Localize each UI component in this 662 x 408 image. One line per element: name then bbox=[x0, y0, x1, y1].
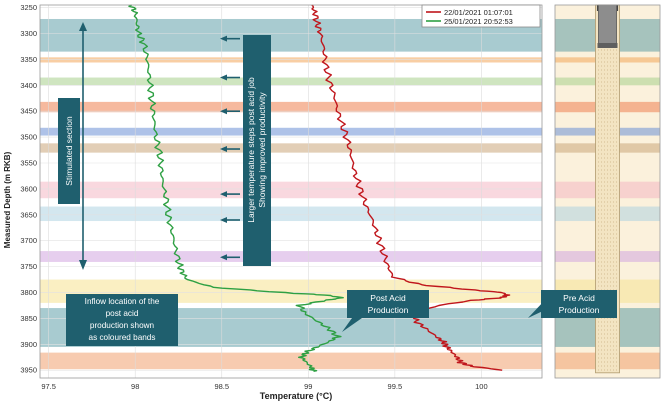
y-tick-label: 3750 bbox=[20, 262, 37, 271]
zone-band bbox=[40, 127, 542, 136]
inflow-line-4: as coloured bands bbox=[89, 333, 156, 342]
larger-steps-box bbox=[243, 35, 271, 266]
y-tick-label: 3800 bbox=[20, 288, 37, 297]
zone-band bbox=[40, 57, 542, 63]
y-tick-label: 3700 bbox=[20, 236, 37, 245]
series-line-pre-acid bbox=[311, 4, 511, 371]
zone-band bbox=[40, 143, 542, 153]
zone-band bbox=[40, 251, 542, 262]
axes: 97.5 98 98.5 99 99.5 100 3250 3300 3350 3400 3450 3… bbox=[20, 3, 661, 391]
post-acid-line-2: Production bbox=[368, 305, 409, 315]
y-axis-label: Measured Depth (m RKB) bbox=[3, 151, 12, 248]
x-tick-label: 98 bbox=[131, 382, 139, 391]
pre-acid-box bbox=[541, 290, 617, 318]
y-tick-label: 3300 bbox=[20, 29, 37, 38]
y-tick-label: 3600 bbox=[20, 184, 37, 193]
x-tick-label: 100 bbox=[475, 382, 488, 391]
zone-band bbox=[40, 352, 542, 370]
x-tick-label: 97.5 bbox=[41, 382, 56, 391]
post-acid-line-1: Post Acid bbox=[370, 293, 406, 303]
legend-label: 25/01/2021 20:52:53 bbox=[444, 17, 513, 26]
y-tick-label: 3500 bbox=[20, 133, 37, 142]
series-lines bbox=[128, 4, 511, 372]
zone-band bbox=[40, 77, 542, 86]
grid bbox=[40, 5, 542, 378]
larger-steps-line-2: Showing improved productivity bbox=[257, 92, 267, 208]
y-tick-label: 3900 bbox=[20, 340, 37, 349]
y-tick-label: 3450 bbox=[20, 107, 37, 116]
zone-band bbox=[40, 181, 542, 199]
y-tick-label: 3550 bbox=[20, 159, 37, 168]
step-arrow-head bbox=[220, 108, 227, 115]
step-arrow-head bbox=[220, 191, 227, 198]
zone-band bbox=[40, 206, 542, 222]
x-tick-label: 99.5 bbox=[388, 382, 403, 391]
inflow-line-3: production shown bbox=[90, 321, 155, 330]
step-arrow-head bbox=[220, 74, 227, 81]
y-tick-label: 3250 bbox=[20, 3, 37, 12]
step-arrow-head bbox=[220, 35, 227, 42]
zone-band bbox=[40, 101, 542, 113]
well-packer bbox=[597, 43, 618, 48]
larger-steps-line-1: Larger temperature steps post acid job bbox=[246, 77, 256, 223]
y-tick-label: 3850 bbox=[20, 314, 37, 323]
stimulated-arrow-head-bottom bbox=[79, 260, 87, 270]
stimulated-arrow-head-top bbox=[79, 22, 87, 31]
inflow-line-2: post acid bbox=[106, 309, 139, 318]
y-tick-label: 3350 bbox=[20, 55, 37, 64]
legend-box bbox=[421, 4, 541, 28]
post-acid-pointer bbox=[342, 318, 362, 332]
stimulated-label-box bbox=[58, 98, 80, 204]
step-arrow-head bbox=[220, 254, 227, 261]
pre-acid-pointer bbox=[528, 300, 545, 318]
x-tick-label: 98.5 bbox=[214, 382, 229, 391]
step-arrow-head bbox=[220, 216, 227, 223]
well-tubing bbox=[598, 4, 617, 48]
x-tick-label: 99 bbox=[304, 382, 312, 391]
inflow-box bbox=[66, 294, 178, 346]
series-line-post-acid bbox=[128, 4, 344, 372]
y-tick-label: 3950 bbox=[20, 366, 37, 375]
y-tick-label: 3400 bbox=[20, 81, 37, 90]
x-axis-label: Temperature (°C) bbox=[260, 391, 332, 401]
pre-acid-line-2: Production bbox=[559, 305, 600, 315]
well-frame bbox=[554, 4, 661, 379]
legend-label: 22/01/2021 01:07:01 bbox=[444, 8, 513, 17]
plot-frame bbox=[39, 4, 543, 379]
post-acid-box bbox=[347, 290, 429, 318]
pre-acid-line-1: Pre Acid bbox=[563, 293, 595, 303]
step-arrow-head bbox=[220, 146, 227, 153]
inflow-line-1: Inflow location of the bbox=[85, 297, 160, 306]
stimulated-label: Stimulated section bbox=[64, 116, 74, 186]
y-tick-label: 3650 bbox=[20, 210, 37, 219]
annotations: Stimulated section Larger temperature ste… bbox=[58, 22, 617, 346]
